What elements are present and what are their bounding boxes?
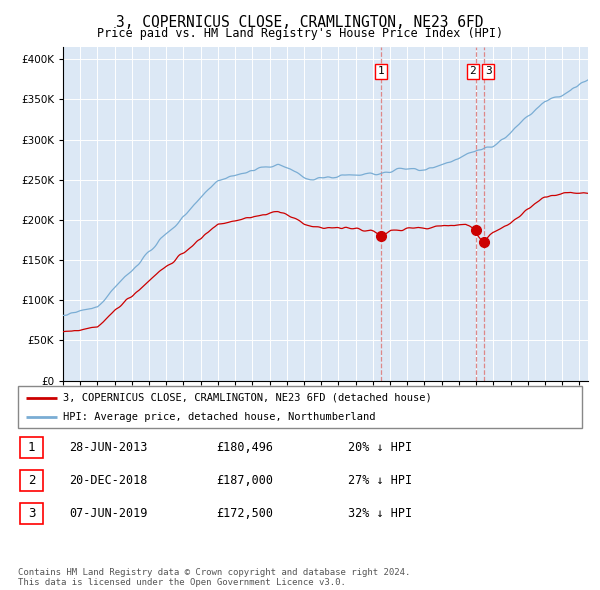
Text: 3, COPERNICUS CLOSE, CRAMLINGTON, NE23 6FD (detached house): 3, COPERNICUS CLOSE, CRAMLINGTON, NE23 6… xyxy=(63,392,432,402)
Text: £180,496: £180,496 xyxy=(216,441,273,454)
Text: £172,500: £172,500 xyxy=(216,507,273,520)
Text: 20-DEC-2018: 20-DEC-2018 xyxy=(69,474,148,487)
Text: 3: 3 xyxy=(28,507,35,520)
Text: 1: 1 xyxy=(28,441,35,454)
Text: 2: 2 xyxy=(28,474,35,487)
Bar xyxy=(20,503,43,525)
Text: 28-JUN-2013: 28-JUN-2013 xyxy=(69,441,148,454)
Text: Contains HM Land Registry data © Crown copyright and database right 2024.
This d: Contains HM Land Registry data © Crown c… xyxy=(18,568,410,587)
Text: HPI: Average price, detached house, Northumberland: HPI: Average price, detached house, Nort… xyxy=(63,412,376,422)
Text: 07-JUN-2019: 07-JUN-2019 xyxy=(69,507,148,520)
Bar xyxy=(20,470,43,491)
Text: Price paid vs. HM Land Registry's House Price Index (HPI): Price paid vs. HM Land Registry's House … xyxy=(97,27,503,40)
Text: 2: 2 xyxy=(469,66,476,76)
Text: £187,000: £187,000 xyxy=(216,474,273,487)
Text: 1: 1 xyxy=(378,66,385,76)
Text: 32% ↓ HPI: 32% ↓ HPI xyxy=(348,507,412,520)
Text: 27% ↓ HPI: 27% ↓ HPI xyxy=(348,474,412,487)
Bar xyxy=(20,437,43,458)
Text: 3, COPERNICUS CLOSE, CRAMLINGTON, NE23 6FD: 3, COPERNICUS CLOSE, CRAMLINGTON, NE23 6… xyxy=(116,15,484,30)
Text: 3: 3 xyxy=(485,66,491,76)
Text: 20% ↓ HPI: 20% ↓ HPI xyxy=(348,441,412,454)
